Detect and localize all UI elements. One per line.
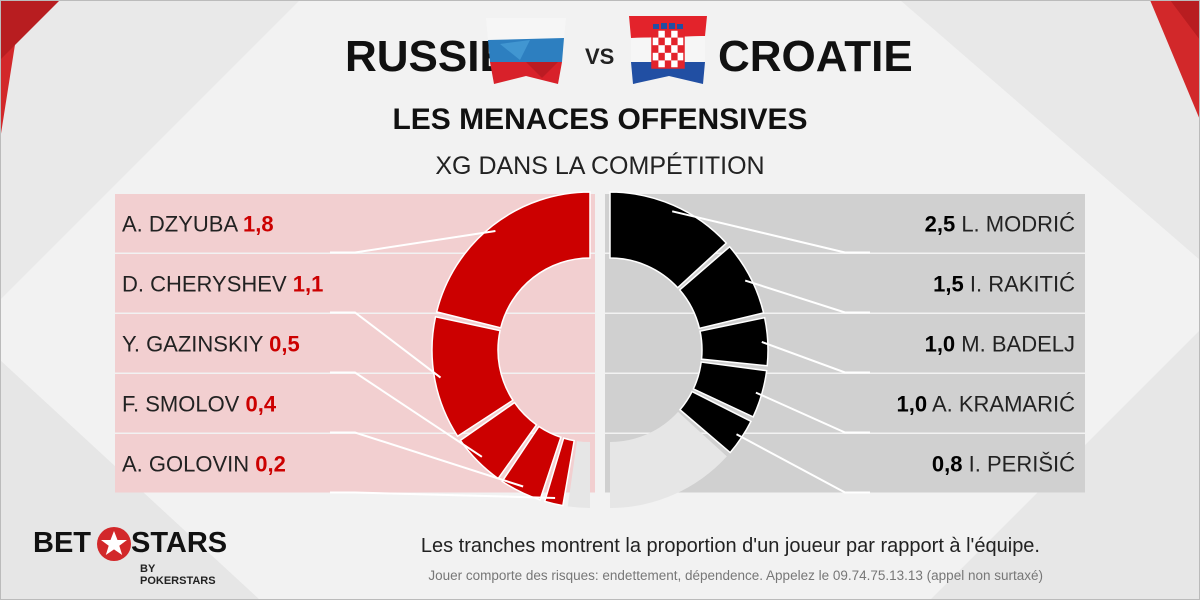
player-name: I. PERIŠIĆ	[969, 451, 1075, 476]
home-connector-line	[330, 230, 496, 254]
home-team-name: RUSSIE	[345, 32, 509, 81]
logo-subtitle: BY POKERSTARS	[140, 563, 216, 587]
home-slice-1	[435, 191, 591, 329]
player-name: A. DZYUBA	[122, 211, 238, 236]
home-connector-line	[330, 431, 524, 488]
russia-flag-icon	[486, 18, 566, 84]
away-player-label: 0,8 I. PERIŠIĆ	[932, 451, 1075, 476]
home-row-panel	[115, 314, 595, 373]
home-connector-line	[330, 491, 556, 499]
home-connector-line	[330, 371, 483, 458]
star-icon	[97, 527, 131, 561]
player-xg-value: 0,2	[255, 451, 286, 476]
player-name: A. KRAMARIĆ	[932, 391, 1075, 416]
away-slice-1	[609, 191, 728, 289]
vs-label: VS	[585, 44, 615, 69]
betstars-logo: BET STARS BY POKERSTARS	[33, 527, 233, 587]
away-player-label: 1,0 M. BADELJ	[925, 331, 1075, 356]
home-player-label: F. SMOLOV 0,4	[122, 391, 277, 416]
player-xg-value: 0,4	[245, 391, 276, 416]
corner-stripe-top-right	[1150, 0, 1200, 120]
away-slice-2	[678, 245, 765, 330]
home-slice-2	[431, 315, 514, 438]
away-slice-4	[692, 361, 768, 418]
away-slice-other	[610, 411, 727, 508]
chart-title: LES MENACES OFFENSIVES	[392, 103, 808, 136]
home-player-label: A. DZYUBA 1,8	[122, 211, 274, 236]
player-name: D. CHERYSHEV	[122, 271, 287, 296]
player-xg-value: 2,5	[925, 211, 956, 236]
player-xg-value: 1,1	[293, 271, 324, 296]
player-name: L. MODRIĆ	[961, 211, 1075, 236]
player-xg-value: 1,8	[243, 211, 274, 236]
player-name: M. BADELJ	[961, 331, 1075, 356]
player-xg-value: 1,0	[896, 391, 927, 416]
home-slice-5	[543, 437, 576, 507]
away-player-label: 1,5 I. RAKITIĆ	[933, 271, 1075, 296]
croatia-flag-icon	[629, 16, 707, 84]
away-player-label: 2,5 L. MODRIĆ	[925, 211, 1076, 236]
player-name: A. GOLOVIN	[122, 451, 249, 476]
player-xg-value: 1,5	[933, 271, 964, 296]
player-xg-value: 1,0	[925, 331, 956, 356]
away-connector-line	[744, 279, 870, 314]
player-name: Y. GAZINSKIY	[122, 331, 264, 356]
gambling-disclaimer: Jouer comporte des risques: endettement,…	[428, 568, 1043, 583]
away-connector-line	[736, 433, 870, 494]
home-player-label: D. CHERYSHEV 1,1	[122, 271, 323, 296]
chart-subtitle: XG DANS LA COMPÉTITION	[435, 152, 765, 180]
away-slice-3	[699, 316, 769, 367]
home-slice-other	[567, 441, 590, 508]
player-name: I. RAKITIĆ	[970, 271, 1075, 296]
away-connector-line	[671, 210, 870, 254]
logo-word-stars: STARS	[131, 527, 228, 559]
away-connector-line	[755, 391, 870, 434]
away-player-label: 1,0 A. KRAMARIĆ	[896, 391, 1075, 416]
player-name: F. SMOLOV	[122, 391, 240, 416]
away-row-panel	[605, 314, 1085, 373]
away-slice-5	[678, 390, 752, 454]
away-connector-line	[761, 340, 870, 374]
player-xg-value: 0,8	[932, 451, 963, 476]
chart-caption: Les tranches montrent la proportion d'un…	[420, 535, 1040, 557]
home-player-label: Y. GAZINSKIY 0,5	[122, 331, 300, 356]
player-xg-value: 0,5	[269, 331, 300, 356]
home-connector-line	[330, 311, 442, 379]
logo-word-bet: BET	[33, 527, 91, 559]
home-player-label: A. GOLOVIN 0,2	[122, 451, 286, 476]
home-slice-4	[501, 425, 562, 501]
away-team-name: CROATIE	[718, 32, 913, 81]
